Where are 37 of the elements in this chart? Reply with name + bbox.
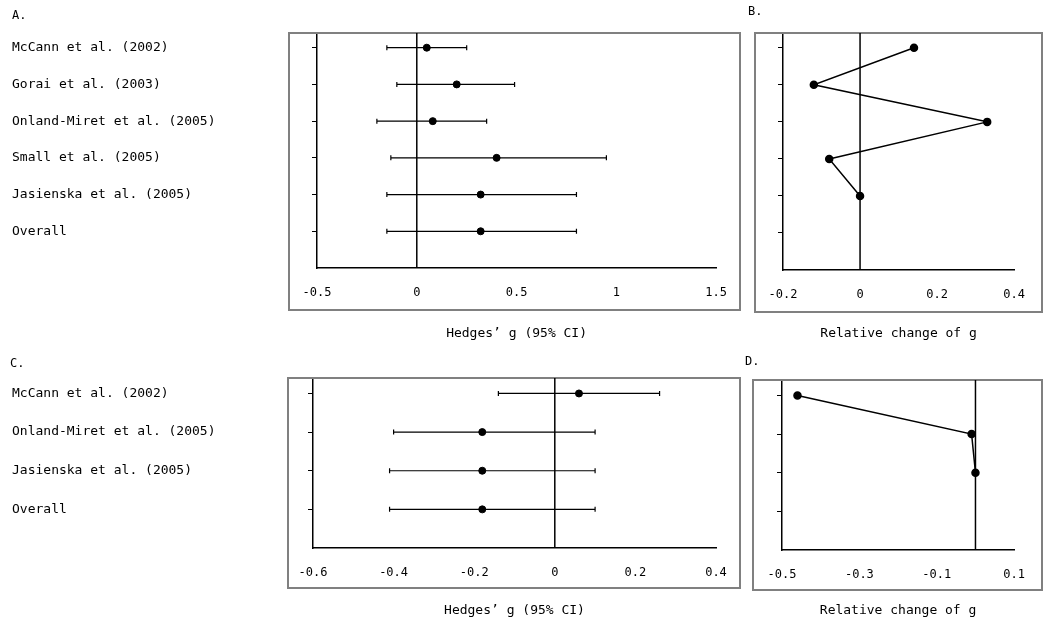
x-tick-label: -0.3: [844, 567, 874, 582]
x-axis-title: Relative change of g: [819, 601, 977, 617]
text: C.: [10, 356, 25, 371]
y-tick-label: Small et al. (2005): [12, 149, 161, 165]
x-tick-label: -0.5: [302, 285, 332, 300]
x-tick-label: 0.5: [505, 285, 528, 300]
x-tick-label: -0.2: [459, 565, 489, 580]
y-tick-label: Gorai et al. (2003): [12, 75, 161, 91]
x-tick-label: 1.5: [705, 285, 728, 300]
x-tick-label: 0: [856, 287, 864, 302]
x-tick-label: -0.5: [767, 567, 797, 582]
x-axis-title: Relative change of g: [820, 324, 977, 340]
x-axis-title: Hedges’ g (95% CI): [446, 324, 588, 340]
text: A.: [12, 8, 27, 23]
x-tick-label: 0.1: [1003, 567, 1026, 582]
x-axis-title: Hedges’ g (95% CI): [444, 601, 585, 617]
y-tick-label: Onland-Miret et al. (2005): [12, 112, 216, 128]
x-tick-label: 0: [413, 285, 421, 300]
x-tick-label: -0.6: [298, 565, 328, 580]
y-tick-label: Jasienska et al. (2005): [12, 462, 193, 478]
x-tick-label: 0: [551, 565, 559, 580]
y-tick-label: Jasienska et al. (2005): [12, 185, 193, 201]
y-tick-label: McCann et al. (2002): [12, 39, 169, 55]
x-tick-label: 0.2: [624, 565, 647, 580]
x-tick-label: 0.2: [926, 287, 948, 302]
x-tick-label: -0.2: [768, 287, 798, 302]
y-tick-label: Overall: [12, 500, 67, 516]
x-tick-label: -0.1: [922, 567, 952, 582]
y-tick-label: McCann et al. (2002): [12, 384, 169, 400]
x-tick-label: 1: [612, 285, 620, 300]
y-tick-label: Overall: [12, 222, 67, 238]
x-tick-label: -0.4: [379, 565, 409, 580]
chart-title: D.: [745, 354, 760, 369]
x-tick-label: 0.4: [1003, 287, 1026, 302]
y-tick-label: Onland-Miret et al. (2005): [12, 423, 216, 439]
chart-title: B.: [748, 4, 763, 19]
x-tick-label: 0.4: [705, 565, 727, 580]
